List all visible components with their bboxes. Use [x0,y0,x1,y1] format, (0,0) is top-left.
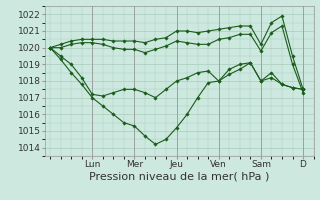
X-axis label: Pression niveau de la mer( hPa ): Pression niveau de la mer( hPa ) [89,172,269,182]
